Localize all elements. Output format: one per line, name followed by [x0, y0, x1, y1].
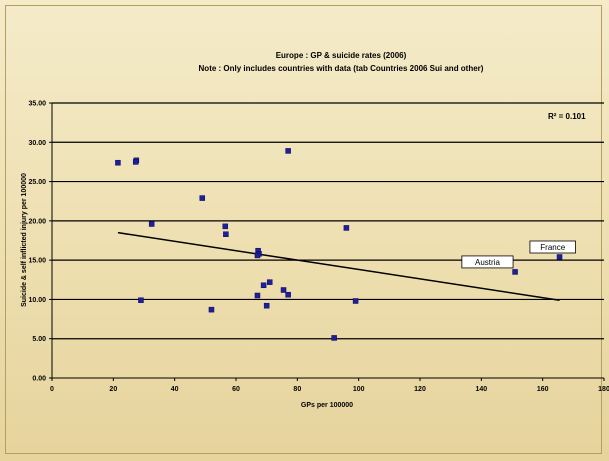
data-point [263, 302, 270, 309]
data-point [260, 282, 267, 289]
gridlines [52, 102, 604, 340]
data-point [222, 223, 229, 230]
data-point [223, 231, 229, 237]
x-tick-label: 180 [598, 386, 609, 393]
x-tick-label: 60 [232, 386, 240, 393]
annotation-box [529, 240, 576, 254]
data-point [556, 254, 563, 260]
x-tick-label: 40 [171, 386, 179, 393]
data-point [208, 306, 215, 313]
x-tick-labels: 0 20 40 60 80 100 120 140 160 180 [50, 386, 609, 393]
r-squared-label: R² = 0.101 [548, 112, 586, 121]
data-point [285, 291, 291, 298]
trendline [117, 231, 560, 301]
data-point [254, 292, 261, 299]
data-point [331, 335, 337, 341]
annotation-label: Austria [475, 258, 500, 267]
y-tick-label: 5.00 [32, 336, 46, 343]
data-points [115, 148, 563, 341]
data-point [343, 225, 350, 231]
x-tick-label: 140 [475, 386, 487, 393]
x-tick-label: 100 [353, 386, 365, 393]
chart-subtitle: Note : Only includes countries with data… [199, 64, 484, 73]
x-tick-label: 80 [293, 386, 301, 393]
y-axis-label: Suicide & self inflicted injury per 1000… [21, 173, 28, 307]
data-point [285, 148, 291, 154]
x-tick-label: 160 [537, 386, 549, 393]
y-tick-label: 15.00 [28, 258, 46, 265]
data-point [115, 159, 121, 166]
x-tick-label: 20 [109, 386, 117, 393]
data-point [254, 252, 261, 259]
axes [49, 102, 605, 381]
y-tick-label: 0.00 [32, 376, 46, 383]
trendline-group [117, 231, 560, 301]
annotations: Austria France [461, 240, 576, 269]
x-axis-label: GPs per 100000 [301, 402, 353, 409]
data-point [132, 159, 139, 165]
y-tick-labels: 0.00 5.00 10.00 15.00 20.00 25.00 30.00 35.00 [28, 101, 46, 383]
y-tick-label: 10.00 [28, 297, 46, 304]
x-tick-label: 120 [414, 386, 426, 393]
data-point [148, 221, 155, 227]
annotation-box [461, 255, 514, 269]
data-point [266, 279, 273, 285]
annotation-label: France [540, 243, 565, 252]
data-point [352, 298, 359, 304]
chart-border [5, 5, 602, 454]
data-point [512, 269, 518, 275]
y-tick-label: 30.00 [28, 140, 46, 147]
y-tick-label: 20.00 [28, 218, 46, 225]
x-tick-label: 0 [50, 386, 54, 393]
data-point [199, 195, 206, 201]
y-tick-label: 25.00 [28, 179, 46, 186]
data-point [280, 287, 287, 293]
data-point [138, 297, 144, 303]
y-tick-label: 35.00 [28, 101, 46, 108]
chart-title: Europe : GP & suicide rates (2006) [276, 51, 407, 60]
